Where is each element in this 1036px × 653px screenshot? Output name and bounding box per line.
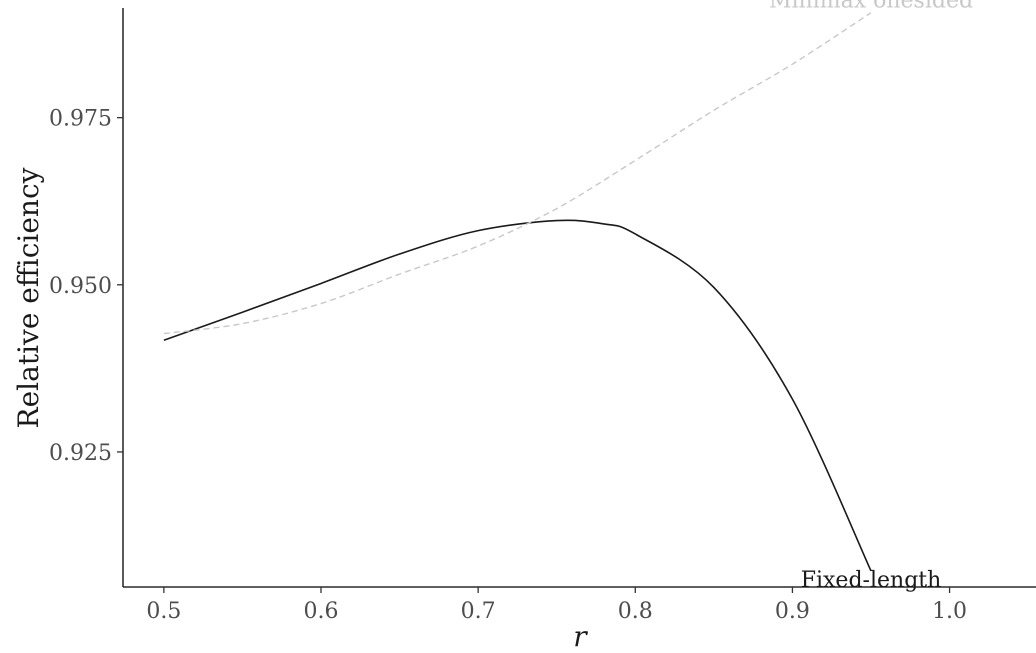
y-tick-label: 0.925 (49, 441, 112, 466)
axes (122, 8, 1036, 588)
labels-layer: Fixed-length Minimax onesided (769, 0, 973, 593)
x-tick-label: 0.6 (304, 599, 339, 624)
x-tick-label: 0.5 (146, 599, 181, 624)
x-tick-label: 0.7 (461, 599, 496, 624)
x-axis-title: r (573, 620, 588, 653)
series-layer (163, 12, 872, 572)
series-line-1 (163, 219, 872, 572)
series-label-2: Minimax onesided (769, 0, 973, 14)
x-tick-label: 0.8 (618, 599, 653, 624)
x-tick-label: 0.9 (775, 599, 810, 624)
ticks: 0.5 0.6 0.7 0.8 0.9 1.0 0.925 0.950 0.975 (49, 107, 967, 624)
y-tick-label: 0.950 (49, 274, 112, 299)
series-line-2 (163, 12, 872, 335)
x-tick-label: 1.0 (932, 599, 967, 624)
series-label-1: Fixed-length (801, 568, 942, 593)
y-tick-label: 0.975 (49, 107, 112, 132)
y-axis-title: Relative efficiency (12, 167, 45, 428)
